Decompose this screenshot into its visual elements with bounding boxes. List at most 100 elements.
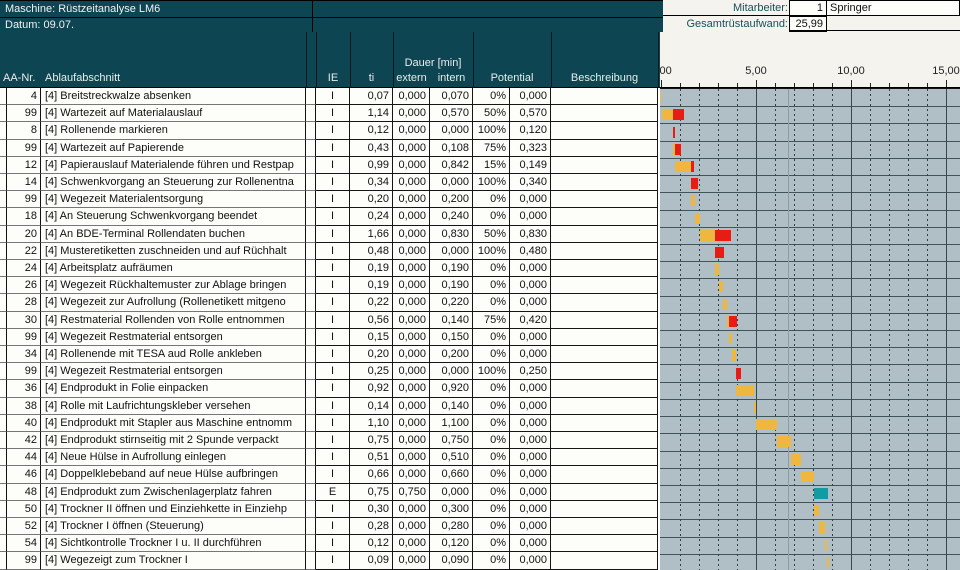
cell-dauer-extern[interactable]: 0,000 [393, 122, 430, 140]
cell-potential-pct[interactable]: 15% [473, 156, 510, 175]
cell-beschreibung[interactable] [551, 552, 658, 570]
cell-potential-pct[interactable]: 0% [473, 552, 510, 570]
cell-ie[interactable]: I [316, 380, 350, 398]
cell-ti[interactable]: 0,09 [350, 552, 393, 570]
cell-ti[interactable]: 0,43 [350, 139, 393, 157]
cell-dauer-intern[interactable]: 0,190 [430, 277, 473, 295]
cell-aa-nr[interactable]: 50 [7, 500, 41, 519]
cell-ie[interactable]: I [316, 466, 350, 484]
cell-potential-pct[interactable]: 0% [473, 208, 510, 226]
cell-potential-value[interactable]: 0,420 [510, 311, 551, 329]
cell-potential-pct[interactable]: 0% [473, 397, 510, 415]
cell-potential-pct[interactable]: 0% [473, 380, 510, 398]
cell-beschreibung[interactable] [551, 397, 658, 415]
cell-ie[interactable]: I [316, 277, 350, 295]
cell-ie[interactable]: I [316, 500, 350, 519]
cell-aa-nr[interactable]: 99 [7, 552, 41, 570]
cell-dauer-extern[interactable]: 0,000 [393, 174, 430, 192]
cell-aa-nr[interactable]: 22 [7, 242, 41, 261]
cell-dauer-extern[interactable]: 0,000 [393, 156, 430, 175]
cell-dauer-extern[interactable]: 0,000 [393, 432, 430, 450]
cell-potential-pct[interactable]: 0% [473, 483, 510, 501]
cell-beschreibung[interactable] [551, 191, 658, 209]
cell-ablaufabschnitt[interactable]: [4] Breitstreckwalze absenken [41, 88, 306, 106]
cell-ie[interactable]: I [316, 432, 350, 450]
cell-potential-pct[interactable]: 50% [473, 225, 510, 243]
cell-dauer-extern[interactable]: 0,000 [393, 105, 430, 123]
cell-dauer-intern[interactable]: 0,240 [430, 208, 473, 226]
cell-ie[interactable]: I [316, 518, 350, 536]
cell-potential-value[interactable]: 0,340 [510, 174, 551, 192]
cell-potential-pct[interactable]: 75% [473, 311, 510, 329]
cell-dauer-extern[interactable]: 0,000 [393, 535, 430, 553]
cell-potential-pct[interactable]: 0% [473, 346, 510, 364]
cell-ablaufabschnitt[interactable]: [4] An BDE-Terminal Rollendaten buchen [41, 225, 306, 243]
cell-potential-value[interactable]: 0,000 [510, 414, 551, 433]
cell-dauer-intern[interactable]: 0,200 [430, 191, 473, 209]
cell-potential-value[interactable]: 0,000 [510, 552, 551, 570]
cell-dauer-extern[interactable]: 0,000 [393, 225, 430, 243]
cell-aa-nr[interactable]: 40 [7, 414, 41, 433]
cell-potential-pct[interactable]: 0% [473, 449, 510, 467]
cell-dauer-intern[interactable]: 0,660 [430, 466, 473, 484]
cell-aa-nr[interactable]: 99 [7, 363, 41, 381]
cell-potential-pct[interactable]: 100% [473, 363, 510, 381]
cell-dauer-intern[interactable]: 0,140 [430, 311, 473, 329]
cell-potential-value[interactable]: 0,000 [510, 466, 551, 484]
cell-potential-pct[interactable]: 0% [473, 260, 510, 278]
cell-beschreibung[interactable] [551, 156, 658, 175]
cell-potential-value[interactable]: 0,250 [510, 363, 551, 381]
cell-ablaufabschnitt[interactable]: [4] Sichtkontrolle Trockner I u. II durc… [41, 535, 306, 553]
cell-dauer-intern[interactable]: 0,510 [430, 449, 473, 467]
cell-beschreibung[interactable] [551, 311, 658, 329]
cell-potential-value[interactable]: 0,830 [510, 225, 551, 243]
cell-beschreibung[interactable] [551, 328, 658, 347]
cell-potential-pct[interactable]: 0% [473, 500, 510, 519]
cell-aa-nr[interactable]: 52 [7, 518, 41, 536]
cell-potential-pct[interactable]: 75% [473, 139, 510, 157]
cell-ablaufabschnitt[interactable]: [4] Wegezeit Rückhaltemuster zur Ablage … [41, 277, 306, 295]
cell-aa-nr[interactable]: 28 [7, 294, 41, 312]
cell-ie[interactable]: I [316, 328, 350, 347]
cell-ablaufabschnitt[interactable]: [4] Endprodukt in Folie einpacken [41, 380, 306, 398]
cell-ablaufabschnitt[interactable]: [4] Doppelklebeband auf neue Hülse aufbr… [41, 466, 306, 484]
cell-ie[interactable]: I [316, 363, 350, 381]
cell-dauer-extern[interactable]: 0,000 [393, 191, 430, 209]
cell-ablaufabschnitt[interactable]: [4] Wegezeit Restmaterial entsorgen [41, 328, 306, 347]
cell-aa-nr[interactable]: 20 [7, 225, 41, 243]
cell-ti[interactable]: 0,12 [350, 122, 393, 140]
cell-dauer-intern[interactable]: 0,000 [430, 242, 473, 261]
cell-ie[interactable]: I [316, 88, 350, 106]
cell-ablaufabschnitt[interactable]: [4] Wegezeit Materialentsorgung [41, 191, 306, 209]
cell-potential-pct[interactable]: 100% [473, 122, 510, 140]
cell-ie[interactable]: I [316, 105, 350, 123]
cell-ti[interactable]: 0,34 [350, 174, 393, 192]
cell-dauer-extern[interactable]: 0,000 [393, 449, 430, 467]
cell-potential-pct[interactable]: 100% [473, 174, 510, 192]
cell-dauer-extern[interactable]: 0,000 [393, 346, 430, 364]
cell-dauer-extern[interactable]: 0,000 [393, 552, 430, 570]
cell-beschreibung[interactable] [551, 500, 658, 519]
cell-aa-nr[interactable]: 48 [7, 483, 41, 501]
cell-potential-value[interactable]: 0,000 [510, 449, 551, 467]
cell-potential-value[interactable]: 0,000 [510, 535, 551, 553]
cell-dauer-intern[interactable]: 0,200 [430, 346, 473, 364]
cell-beschreibung[interactable] [551, 449, 658, 467]
cell-beschreibung[interactable] [551, 518, 658, 536]
cell-potential-value[interactable]: 0,000 [510, 518, 551, 536]
cell-aa-nr[interactable]: 36 [7, 380, 41, 398]
cell-ti[interactable]: 1,14 [350, 105, 393, 123]
cell-aa-nr[interactable]: 4 [7, 88, 41, 106]
cell-ablaufabschnitt[interactable]: [4] Trockner II öffnen und Einziehkette … [41, 500, 306, 519]
cell-potential-value[interactable]: 0,000 [510, 191, 551, 209]
cell-beschreibung[interactable] [551, 225, 658, 243]
cell-potential-pct[interactable]: 0% [473, 432, 510, 450]
cell-potential-value[interactable]: 0,570 [510, 105, 551, 123]
gesamt-value-cell[interactable]: 25,99 [789, 16, 827, 32]
cell-ti[interactable]: 0,14 [350, 397, 393, 415]
cell-aa-nr[interactable]: 42 [7, 432, 41, 450]
cell-ti[interactable]: 0,48 [350, 242, 393, 261]
cell-dauer-extern[interactable]: 0,000 [393, 88, 430, 106]
cell-ti[interactable]: 0,19 [350, 277, 393, 295]
cell-ti[interactable]: 0,51 [350, 449, 393, 467]
